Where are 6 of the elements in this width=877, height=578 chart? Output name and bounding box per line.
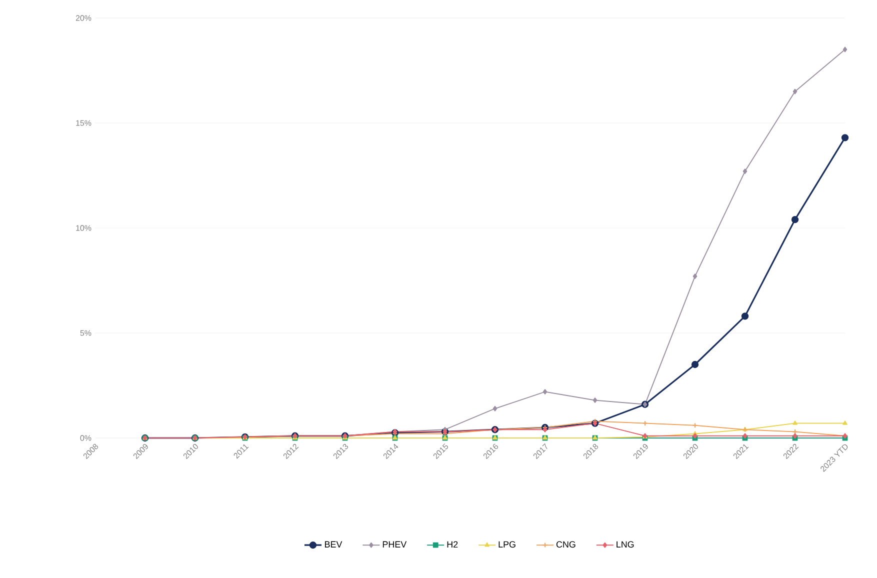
legend-label: CNG — [556, 541, 576, 548]
legend-label: LPG — [498, 541, 516, 548]
legend-label: BEV — [325, 541, 342, 548]
legend-label: LNG — [616, 541, 634, 548]
legend-label: H2 — [447, 541, 458, 548]
legend-label: PHEV — [382, 541, 407, 548]
